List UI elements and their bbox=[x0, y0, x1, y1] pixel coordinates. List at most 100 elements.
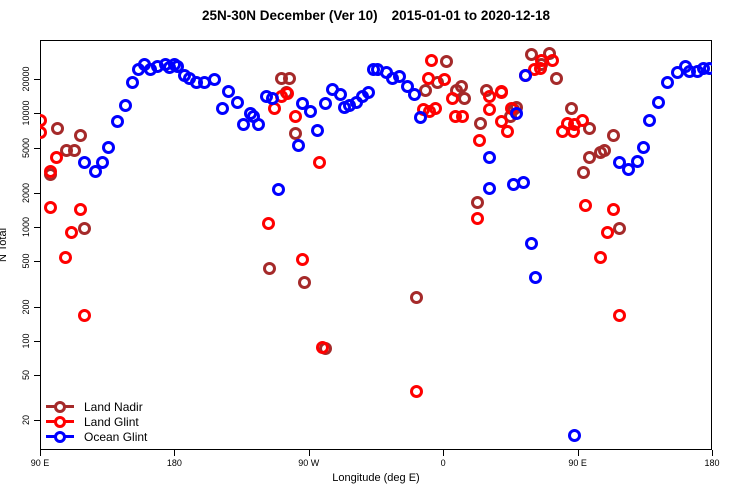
data-point-ocean-glint bbox=[568, 429, 582, 443]
x-tick bbox=[308, 450, 310, 456]
y-axis-title: N Total bbox=[0, 227, 10, 262]
data-point-land-nadir bbox=[583, 151, 597, 165]
data-point-land-nadir bbox=[606, 128, 620, 142]
data-point-ocean-glint bbox=[296, 96, 310, 110]
legend-marker bbox=[46, 430, 74, 443]
data-point-land-glint bbox=[482, 103, 496, 117]
data-point-land-glint bbox=[456, 110, 470, 124]
data-point-ocean-glint bbox=[333, 88, 347, 102]
data-point-land-glint bbox=[575, 113, 589, 127]
data-point-ocean-glint bbox=[88, 165, 102, 179]
data-point-land-glint bbox=[40, 125, 47, 139]
data-point-land-glint bbox=[73, 202, 87, 216]
y-tick-label: 50 bbox=[21, 370, 31, 381]
data-point-ocean-glint bbox=[636, 140, 650, 154]
x-tick-label: 90 W bbox=[298, 458, 320, 468]
data-point-ocean-glint bbox=[126, 76, 140, 90]
legend-item-land-nadir: Land Nadir bbox=[46, 399, 147, 414]
data-point-land-nadir bbox=[577, 166, 591, 180]
data-point-ocean-glint bbox=[651, 95, 665, 109]
y-tick-label: 5000 bbox=[21, 137, 31, 158]
y-tick-label: 20000 bbox=[21, 66, 31, 92]
y-tick-label: 500 bbox=[21, 253, 31, 269]
data-point-land-nadir bbox=[263, 262, 277, 276]
data-point-ocean-glint bbox=[221, 85, 235, 99]
data-point-land-glint bbox=[472, 133, 486, 147]
data-point-land-glint bbox=[315, 341, 329, 355]
data-point-ocean-glint bbox=[621, 163, 635, 177]
data-point-ocean-glint bbox=[266, 91, 280, 105]
data-point-ocean-glint bbox=[230, 95, 244, 109]
data-point-ocean-glint bbox=[303, 105, 317, 119]
x-tick-label: 180 bbox=[704, 458, 720, 468]
data-point-land-nadir bbox=[474, 117, 488, 131]
data-point-ocean-glint bbox=[408, 88, 422, 102]
x-tick-label: 90 E bbox=[30, 458, 50, 468]
data-point-land-nadir bbox=[409, 291, 423, 305]
data-point-land-nadir bbox=[583, 121, 597, 135]
y-tick-label: 1000 bbox=[21, 217, 31, 238]
data-point-ocean-glint bbox=[102, 140, 116, 154]
data-point-land-nadir bbox=[73, 128, 87, 142]
data-point-ocean-glint bbox=[509, 107, 523, 121]
data-point-ocean-glint bbox=[517, 175, 531, 189]
data-point-ocean-glint bbox=[311, 124, 325, 138]
chart-title-daterange: 2015-01-01 to 2020-12-18 bbox=[391, 8, 550, 23]
x-tick bbox=[40, 450, 41, 456]
data-point-land-nadir bbox=[282, 71, 296, 85]
data-point-land-nadir bbox=[439, 54, 453, 68]
data-point-land-nadir bbox=[51, 121, 65, 135]
data-point-land-nadir bbox=[471, 196, 485, 210]
data-point-land-glint bbox=[409, 384, 423, 398]
data-point-land-nadir bbox=[67, 144, 81, 158]
data-point-land-nadir bbox=[457, 91, 471, 105]
data-point-ocean-glint bbox=[111, 115, 125, 129]
data-point-land-glint bbox=[494, 85, 508, 99]
data-point-land-glint bbox=[421, 71, 435, 85]
data-point-ocean-glint bbox=[291, 138, 305, 152]
legend-label: Land Nadir bbox=[84, 399, 143, 414]
data-point-ocean-glint bbox=[393, 70, 407, 84]
data-point-ocean-glint bbox=[318, 96, 332, 110]
data-point-ocean-glint bbox=[362, 86, 376, 100]
data-point-land-glint bbox=[296, 253, 310, 267]
data-point-land-nadir bbox=[297, 276, 311, 290]
data-point-land-glint bbox=[64, 225, 78, 239]
data-point-land-glint bbox=[43, 165, 57, 179]
data-point-ocean-glint bbox=[251, 118, 265, 132]
data-point-land-nadir bbox=[597, 143, 611, 157]
y-tick-label: 100 bbox=[21, 333, 31, 349]
data-point-ocean-glint bbox=[529, 270, 543, 284]
legend-marker bbox=[46, 400, 74, 413]
plot-border bbox=[40, 40, 712, 450]
data-point-ocean-glint bbox=[482, 182, 496, 196]
x-tick bbox=[443, 450, 445, 456]
data-point-land-glint bbox=[600, 225, 614, 239]
data-point-land-glint bbox=[500, 125, 514, 139]
x-tick-label: 180 bbox=[166, 458, 182, 468]
data-point-ocean-glint bbox=[482, 151, 496, 165]
data-point-land-glint bbox=[438, 73, 452, 87]
data-point-ocean-glint bbox=[400, 80, 414, 94]
data-point-ocean-glint bbox=[272, 183, 286, 197]
x-tick bbox=[174, 450, 176, 456]
data-point-ocean-glint bbox=[612, 156, 626, 170]
data-point-land-nadir bbox=[524, 47, 538, 61]
data-point-ocean-glint bbox=[215, 101, 229, 115]
x-tick bbox=[577, 450, 579, 456]
data-point-land-glint bbox=[312, 156, 326, 170]
data-point-land-glint bbox=[471, 212, 485, 226]
data-point-ocean-glint bbox=[702, 62, 712, 76]
data-point-land-glint bbox=[482, 90, 496, 104]
data-point-land-glint bbox=[261, 216, 275, 230]
data-point-land-glint bbox=[288, 110, 302, 124]
legend-label: Land Glint bbox=[84, 414, 139, 429]
legend-item-land-glint: Land Glint bbox=[46, 414, 147, 429]
land-nadir-circle-icon bbox=[54, 400, 66, 413]
legend-label: Ocean Glint bbox=[84, 429, 148, 444]
data-point-land-glint bbox=[612, 309, 626, 322]
data-point-land-glint bbox=[40, 113, 47, 127]
data-point-ocean-glint bbox=[118, 98, 132, 112]
y-tick-label: 20 bbox=[21, 415, 31, 426]
land-glint-circle-icon bbox=[54, 415, 66, 428]
